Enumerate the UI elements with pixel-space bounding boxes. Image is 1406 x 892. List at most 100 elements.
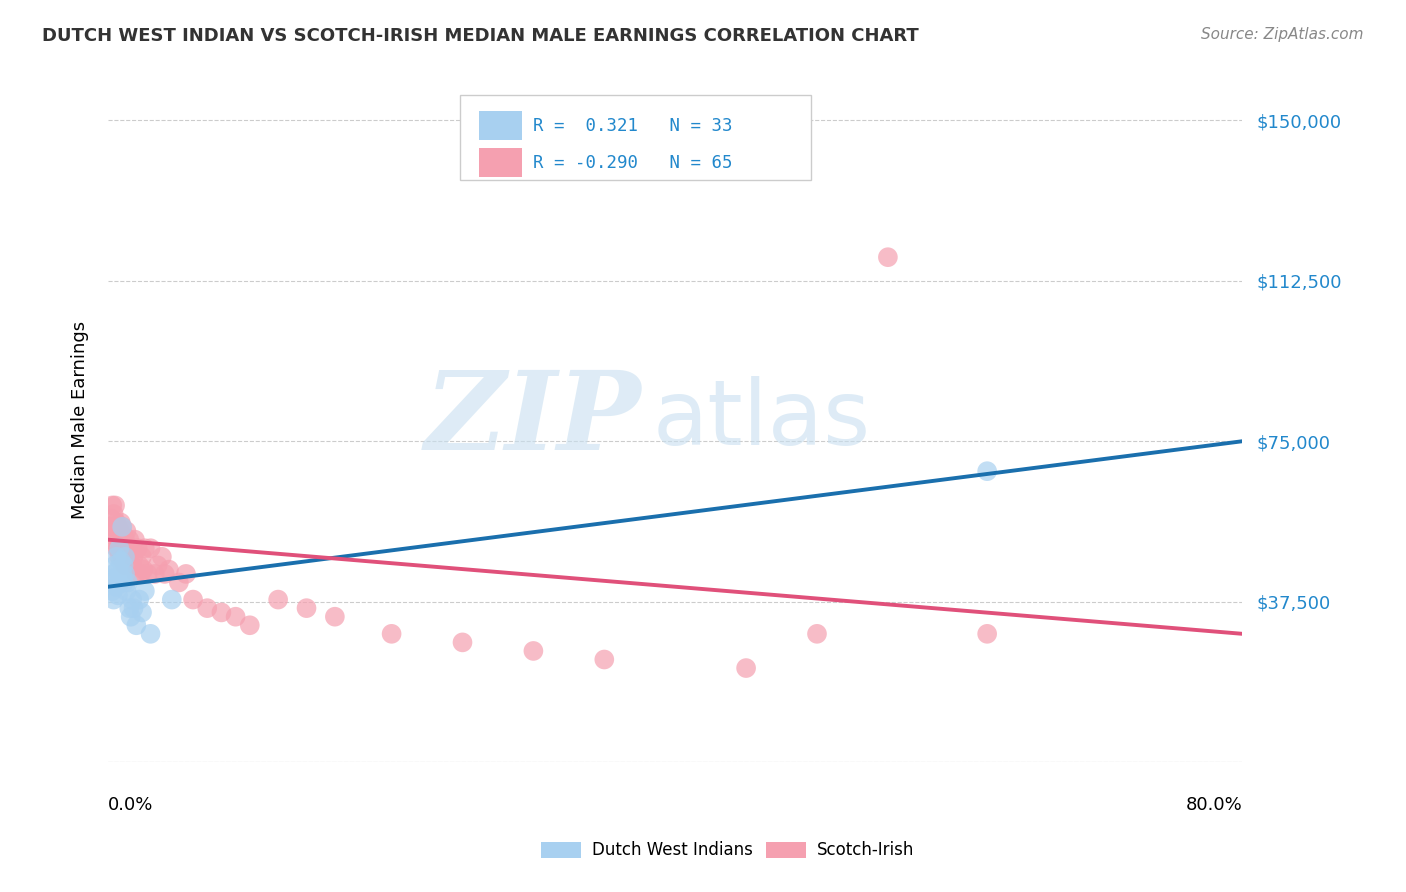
Point bbox=[108, 541, 131, 556]
Point bbox=[108, 575, 131, 590]
Point bbox=[522, 644, 544, 658]
Point bbox=[323, 609, 346, 624]
Point bbox=[146, 558, 169, 573]
Point bbox=[267, 592, 290, 607]
Point bbox=[128, 558, 150, 573]
Point bbox=[114, 558, 136, 573]
Point bbox=[239, 618, 262, 632]
Point bbox=[101, 584, 124, 599]
Point bbox=[157, 563, 180, 577]
Point bbox=[98, 520, 121, 534]
Point bbox=[114, 533, 136, 547]
Point bbox=[131, 549, 153, 564]
Text: atlas: atlas bbox=[652, 376, 870, 464]
FancyBboxPatch shape bbox=[479, 112, 522, 140]
Point bbox=[100, 533, 122, 547]
Point bbox=[117, 541, 139, 556]
Point bbox=[101, 520, 124, 534]
Point bbox=[114, 566, 136, 581]
Text: DUTCH WEST INDIAN VS SCOTCH-IRISH MEDIAN MALE EARNINGS CORRELATION CHART: DUTCH WEST INDIAN VS SCOTCH-IRISH MEDIAN… bbox=[42, 27, 920, 45]
Point bbox=[877, 250, 900, 264]
Y-axis label: Median Male Earnings: Median Male Earnings bbox=[72, 321, 89, 519]
Point bbox=[134, 584, 156, 599]
Point bbox=[112, 575, 135, 590]
Point bbox=[105, 549, 128, 564]
Point bbox=[107, 541, 129, 556]
Text: Dutch West Indians: Dutch West Indians bbox=[592, 841, 752, 859]
Point bbox=[111, 566, 134, 581]
Point bbox=[111, 549, 134, 564]
Point bbox=[115, 524, 138, 538]
Point bbox=[121, 558, 143, 573]
Point bbox=[114, 549, 136, 564]
Point bbox=[108, 524, 131, 538]
Point bbox=[225, 609, 247, 624]
Point bbox=[139, 627, 162, 641]
Point bbox=[195, 601, 218, 615]
Point bbox=[111, 520, 134, 534]
Point bbox=[105, 541, 128, 556]
Point bbox=[120, 609, 142, 624]
Point bbox=[104, 571, 127, 585]
Point bbox=[593, 652, 616, 666]
Point bbox=[134, 541, 156, 556]
Point bbox=[103, 592, 125, 607]
Point bbox=[101, 499, 124, 513]
Point bbox=[103, 507, 125, 521]
Point bbox=[118, 549, 141, 564]
Point bbox=[381, 627, 404, 641]
Point bbox=[118, 533, 141, 547]
Text: Source: ZipAtlas.com: Source: ZipAtlas.com bbox=[1201, 27, 1364, 42]
FancyBboxPatch shape bbox=[479, 148, 522, 177]
Point bbox=[451, 635, 474, 649]
Point bbox=[735, 661, 758, 675]
Point bbox=[976, 464, 998, 478]
Point bbox=[108, 549, 131, 564]
Point bbox=[295, 601, 318, 615]
Point bbox=[110, 541, 132, 556]
Point bbox=[104, 499, 127, 513]
Point bbox=[122, 601, 145, 615]
Point bbox=[112, 554, 135, 568]
Point bbox=[120, 541, 142, 556]
Point bbox=[131, 606, 153, 620]
Text: R =  0.321   N = 33: R = 0.321 N = 33 bbox=[533, 117, 733, 135]
Point bbox=[125, 566, 148, 581]
Point bbox=[136, 566, 159, 581]
Point bbox=[104, 558, 127, 573]
Point bbox=[100, 511, 122, 525]
Text: 80.0%: 80.0% bbox=[1185, 797, 1243, 814]
Point bbox=[139, 541, 162, 556]
Point bbox=[112, 528, 135, 542]
Point bbox=[143, 566, 166, 581]
Point bbox=[127, 541, 149, 556]
Point bbox=[150, 549, 173, 564]
Point bbox=[107, 588, 129, 602]
Point bbox=[115, 549, 138, 564]
Point bbox=[107, 520, 129, 534]
Point bbox=[124, 533, 146, 547]
Point bbox=[976, 627, 998, 641]
Point bbox=[112, 558, 135, 573]
Point bbox=[100, 575, 122, 590]
Point bbox=[110, 571, 132, 585]
Point bbox=[125, 618, 148, 632]
FancyBboxPatch shape bbox=[460, 95, 811, 180]
Text: R = -0.290   N = 65: R = -0.290 N = 65 bbox=[533, 153, 733, 171]
Point bbox=[105, 516, 128, 530]
Point bbox=[105, 580, 128, 594]
Point bbox=[806, 627, 828, 641]
Point bbox=[132, 563, 155, 577]
Point bbox=[167, 575, 190, 590]
Point bbox=[128, 592, 150, 607]
Point bbox=[115, 584, 138, 599]
Point bbox=[153, 566, 176, 581]
Point bbox=[121, 592, 143, 607]
Point bbox=[118, 601, 141, 615]
Text: ZIP: ZIP bbox=[425, 366, 641, 474]
Point bbox=[107, 563, 129, 577]
Point bbox=[103, 528, 125, 542]
Point bbox=[104, 520, 127, 534]
Point bbox=[110, 554, 132, 568]
Point bbox=[117, 558, 139, 573]
